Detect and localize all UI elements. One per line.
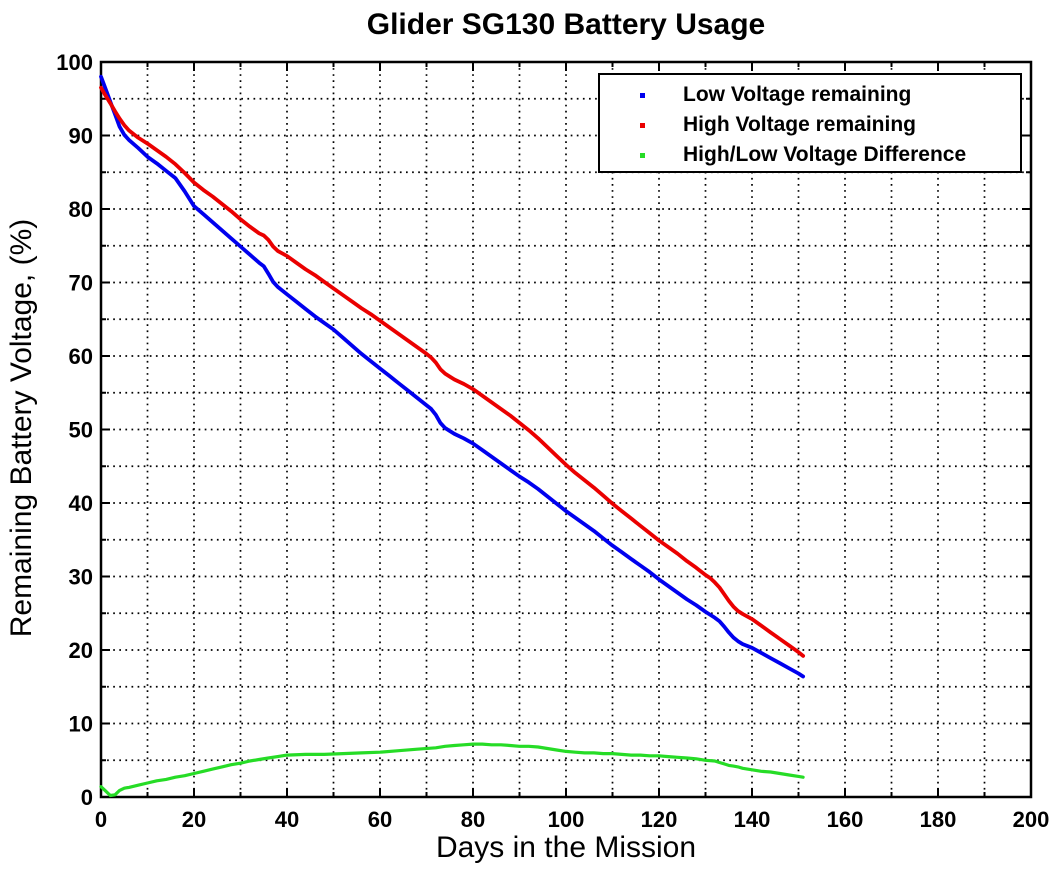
y-tick-label: 90 — [69, 124, 93, 149]
legend-label: Low Voltage remaining — [683, 83, 912, 106]
legend-item-voltage-difference: High/Low Voltage Difference — [600, 140, 1020, 170]
x-tick-label: 160 — [827, 807, 864, 832]
y-tick-label: 60 — [69, 344, 93, 369]
y-tick-label: 50 — [69, 418, 93, 443]
x-tick-label: 20 — [182, 807, 206, 832]
x-tick-label: 60 — [368, 807, 392, 832]
y-tick-label: 30 — [69, 565, 93, 590]
y-tick-label: 40 — [69, 491, 93, 516]
x-tick-label: 120 — [641, 807, 678, 832]
legend: Low Voltage remaining High Voltage remai… — [598, 73, 1022, 173]
y-tick-label: 80 — [69, 197, 93, 222]
y-tick-label: 100 — [56, 50, 93, 75]
x-tick-label: 0 — [95, 807, 107, 832]
y-tick-label: 10 — [69, 712, 93, 737]
legend-label: High/Low Voltage Difference — [683, 143, 967, 166]
x-tick-label: 100 — [548, 807, 585, 832]
series-line-low-voltage-remaining — [99, 74, 805, 679]
legend-label: High Voltage remaining — [683, 113, 916, 136]
x-tick-label: 180 — [920, 807, 957, 832]
legend-item-low-voltage: Low Voltage remaining — [600, 80, 1020, 110]
x-tick-label: 80 — [461, 807, 485, 832]
x-tick-label: 40 — [275, 807, 299, 832]
legend-item-high-voltage: High Voltage remaining — [600, 110, 1020, 140]
y-tick-label: 0 — [81, 785, 93, 810]
x-axis-label: Days in the Mission — [435, 831, 697, 864]
high-voltage-dot-marker-icon — [640, 122, 645, 128]
x-tick-label: 200 — [1013, 807, 1050, 832]
series-line-high-low-voltage-difference — [99, 742, 805, 798]
y-tick-label: 20 — [69, 638, 93, 663]
low-voltage-dot-marker-icon — [640, 92, 645, 98]
chart-title: Glider SG130 Battery Usage — [366, 8, 766, 41]
y-tick-label: 70 — [69, 271, 93, 296]
x-tick-label: 140 — [734, 807, 771, 832]
voltage-difference-dot-marker-icon — [640, 152, 645, 158]
series-line-high-voltage-remaining — [99, 85, 805, 658]
